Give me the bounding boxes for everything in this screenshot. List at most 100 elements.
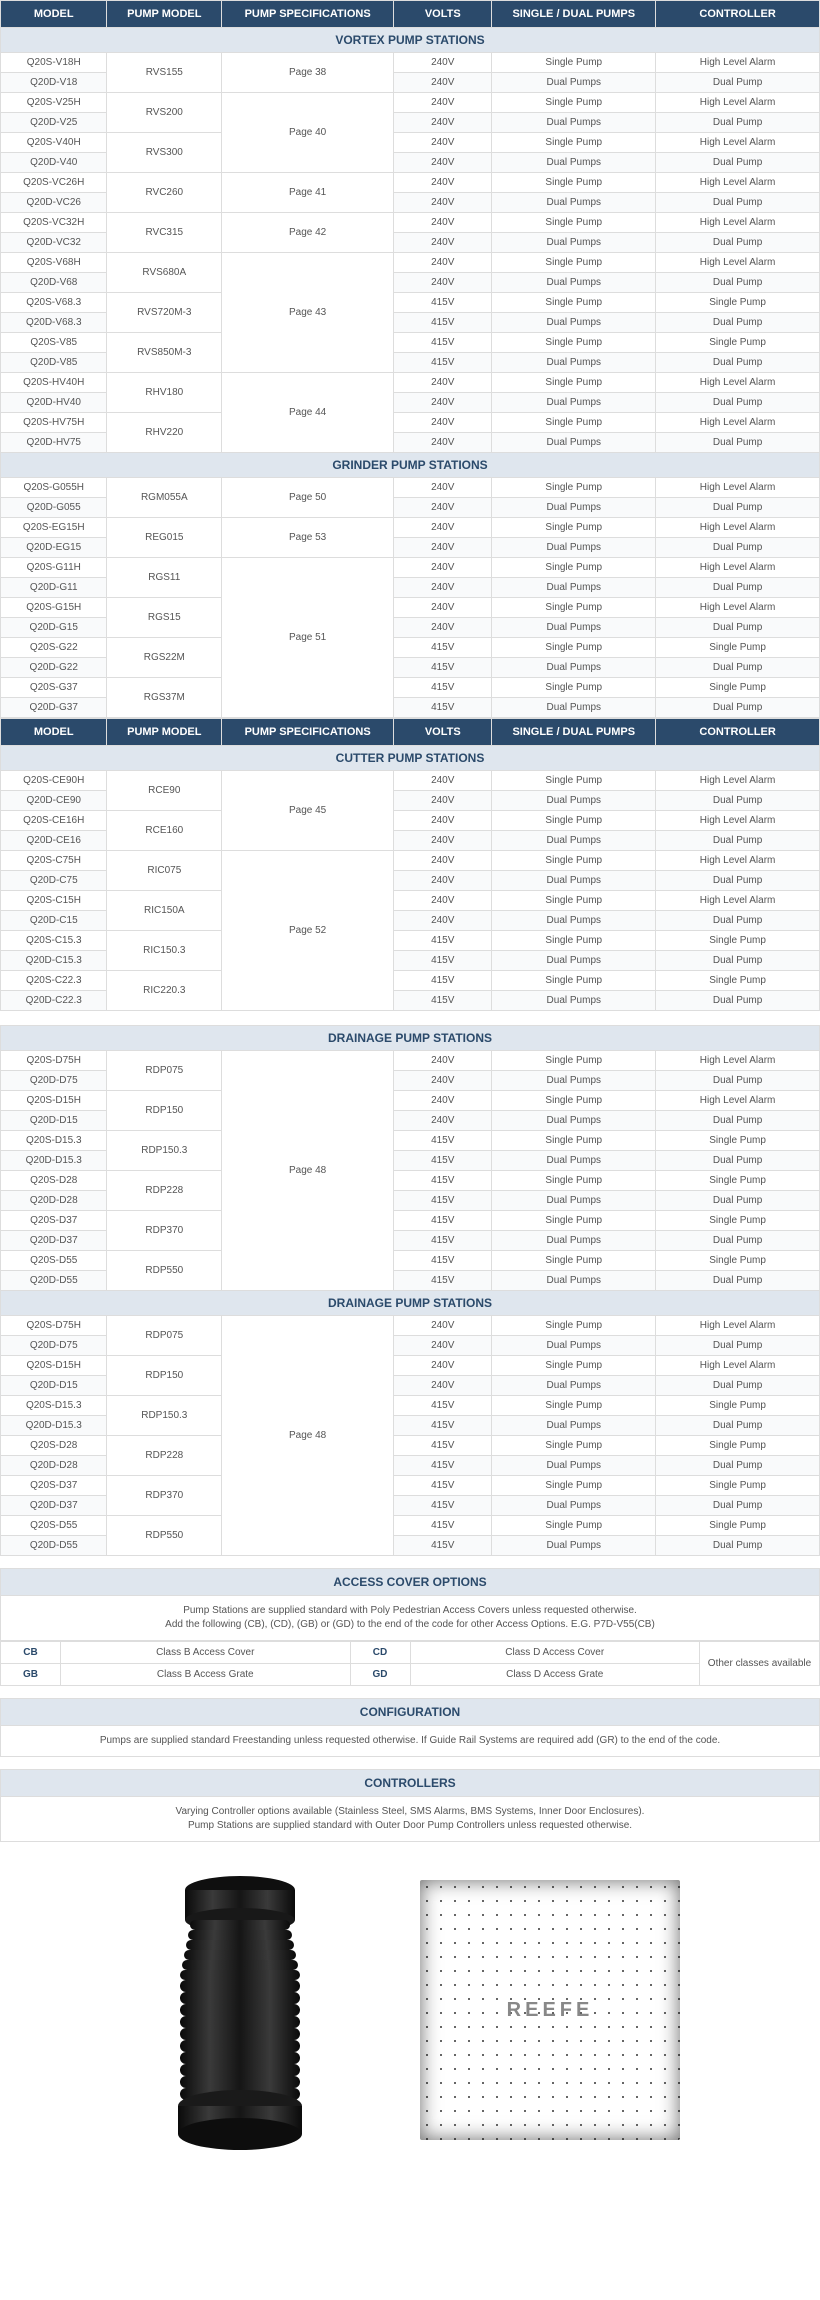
cell-model: Q20S-V25H xyxy=(1,93,107,113)
cell-controller: Dual Pump xyxy=(656,498,820,518)
cell-model: Q20S-C15H xyxy=(1,891,107,911)
cell-volts: 240V xyxy=(394,1091,492,1111)
cell-volts: 240V xyxy=(394,113,492,133)
access-desc: Pump Stations are supplied standard with… xyxy=(0,1596,820,1641)
cell-model: Q20S-C22.3 xyxy=(1,971,107,991)
col-header: CONTROLLER xyxy=(656,719,820,746)
cell-controller: High Level Alarm xyxy=(656,558,820,578)
cell-config: Single Pump xyxy=(492,1316,656,1336)
cell-volts: 415V xyxy=(394,1171,492,1191)
cell-model: Q20S-V40H xyxy=(1,133,107,153)
cell-volts: 240V xyxy=(394,273,492,293)
col-header: VOLTS xyxy=(394,1,492,28)
cell-volts: 240V xyxy=(394,213,492,233)
cell-config: Dual Pumps xyxy=(492,991,656,1011)
cell-volts: 240V xyxy=(394,433,492,453)
cell-volts: 415V xyxy=(394,991,492,1011)
cell-volts: 240V xyxy=(394,538,492,558)
cell-config: Single Pump xyxy=(492,1476,656,1496)
cell-volts: 240V xyxy=(394,771,492,791)
table-row: Q20S-D15.3RDP150.3415VSingle PumpSingle … xyxy=(1,1131,820,1151)
table-row: Q20S-C15.3RIC150.3415VSingle PumpSingle … xyxy=(1,931,820,951)
cell-pump-model: RDP075 xyxy=(107,1316,222,1356)
cell-model: Q20S-D15H xyxy=(1,1356,107,1376)
cell-volts: 240V xyxy=(394,871,492,891)
cell-volts: 240V xyxy=(394,253,492,273)
cell-volts: 415V xyxy=(394,1456,492,1476)
cell-volts: 415V xyxy=(394,1536,492,1556)
cell-config: Single Pump xyxy=(492,1516,656,1536)
cell-model: Q20D-V68.3 xyxy=(1,313,107,333)
cell-controller: High Level Alarm xyxy=(656,253,820,273)
cell-volts: 415V xyxy=(394,1416,492,1436)
cell-volts: 240V xyxy=(394,558,492,578)
cell-model: Q20D-G15 xyxy=(1,618,107,638)
cell-config: Single Pump xyxy=(492,173,656,193)
cell-config: Single Pump xyxy=(492,811,656,831)
cell-model: Q20D-D28 xyxy=(1,1191,107,1211)
cell-config: Dual Pumps xyxy=(492,113,656,133)
cell-model: Q20D-D15.3 xyxy=(1,1151,107,1171)
config-header: CONFIGURATION xyxy=(0,1698,820,1726)
cell-controller: Dual Pump xyxy=(656,433,820,453)
cell-model: Q20S-HV40H xyxy=(1,373,107,393)
cell-model: Q20D-EG15 xyxy=(1,538,107,558)
cell-controller: Dual Pump xyxy=(656,1111,820,1131)
cell-config: Dual Pumps xyxy=(492,193,656,213)
section-header: GRINDER PUMP STATIONS xyxy=(1,453,820,478)
cell-pump-model: RDP228 xyxy=(107,1171,222,1211)
cell-controller: Dual Pump xyxy=(656,911,820,931)
cell-config: Dual Pumps xyxy=(492,871,656,891)
cell-volts: 240V xyxy=(394,393,492,413)
cell-volts: 240V xyxy=(394,73,492,93)
cell-spec: Page 42 xyxy=(222,213,394,253)
table-row: Q20S-C15HRIC150A240VSingle PumpHigh Leve… xyxy=(1,891,820,911)
cell-config: Single Pump xyxy=(492,373,656,393)
cell-config: Dual Pumps xyxy=(492,1151,656,1171)
cell-spec: Page 43 xyxy=(222,253,394,373)
cell-controller: High Level Alarm xyxy=(656,173,820,193)
cell-config: Dual Pumps xyxy=(492,1536,656,1556)
cell-controller: High Level Alarm xyxy=(656,53,820,73)
cell-config: Single Pump xyxy=(492,598,656,618)
cell-controller: Single Pump xyxy=(656,1396,820,1416)
cell-config: Dual Pumps xyxy=(492,353,656,373)
cell-controller: Dual Pump xyxy=(656,698,820,718)
cell-pump-model: RIC150.3 xyxy=(107,931,222,971)
cell-pump-model: RVC260 xyxy=(107,173,222,213)
cell-volts: 240V xyxy=(394,1336,492,1356)
cell-config: Single Pump xyxy=(492,771,656,791)
cell-controller: Dual Pump xyxy=(656,1071,820,1091)
cell-pump-model: RDP370 xyxy=(107,1476,222,1516)
cell-model: Q20D-D15.3 xyxy=(1,1416,107,1436)
cell-volts: 415V xyxy=(394,638,492,658)
product-images: REEFE xyxy=(0,1860,820,2160)
cell-volts: 415V xyxy=(394,951,492,971)
cell-config: Single Pump xyxy=(492,971,656,991)
cell-volts: 240V xyxy=(394,93,492,113)
cell-pump-model: RVS680A xyxy=(107,253,222,293)
col-header: CONTROLLER xyxy=(656,1,820,28)
cell-volts: 415V xyxy=(394,698,492,718)
cell-model: Q20S-D55 xyxy=(1,1251,107,1271)
cell-config: Dual Pumps xyxy=(492,153,656,173)
cell-model: Q20S-D28 xyxy=(1,1436,107,1456)
cell-model: Q20S-CE90H xyxy=(1,771,107,791)
cell-volts: 240V xyxy=(394,831,492,851)
access-grid: CBClass B Access Cover CDClass D Access … xyxy=(0,1641,820,1686)
cell-controller: High Level Alarm xyxy=(656,1316,820,1336)
cell-config: Dual Pumps xyxy=(492,1456,656,1476)
col-header: SINGLE / DUAL PUMPS xyxy=(492,1,656,28)
cell-pump-model: REG015 xyxy=(107,518,222,558)
cell-volts: 240V xyxy=(394,851,492,871)
cell-model: Q20D-V85 xyxy=(1,353,107,373)
cell-config: Single Pump xyxy=(492,891,656,911)
cell-config: Dual Pumps xyxy=(492,1231,656,1251)
cell-volts: 240V xyxy=(394,598,492,618)
cell-config: Single Pump xyxy=(492,931,656,951)
cell-spec: Page 41 xyxy=(222,173,394,213)
col-header: PUMP SPECIFICATIONS xyxy=(222,719,394,746)
cell-volts: 415V xyxy=(394,678,492,698)
cell-model: Q20S-C15.3 xyxy=(1,931,107,951)
cell-config: Single Pump xyxy=(492,53,656,73)
